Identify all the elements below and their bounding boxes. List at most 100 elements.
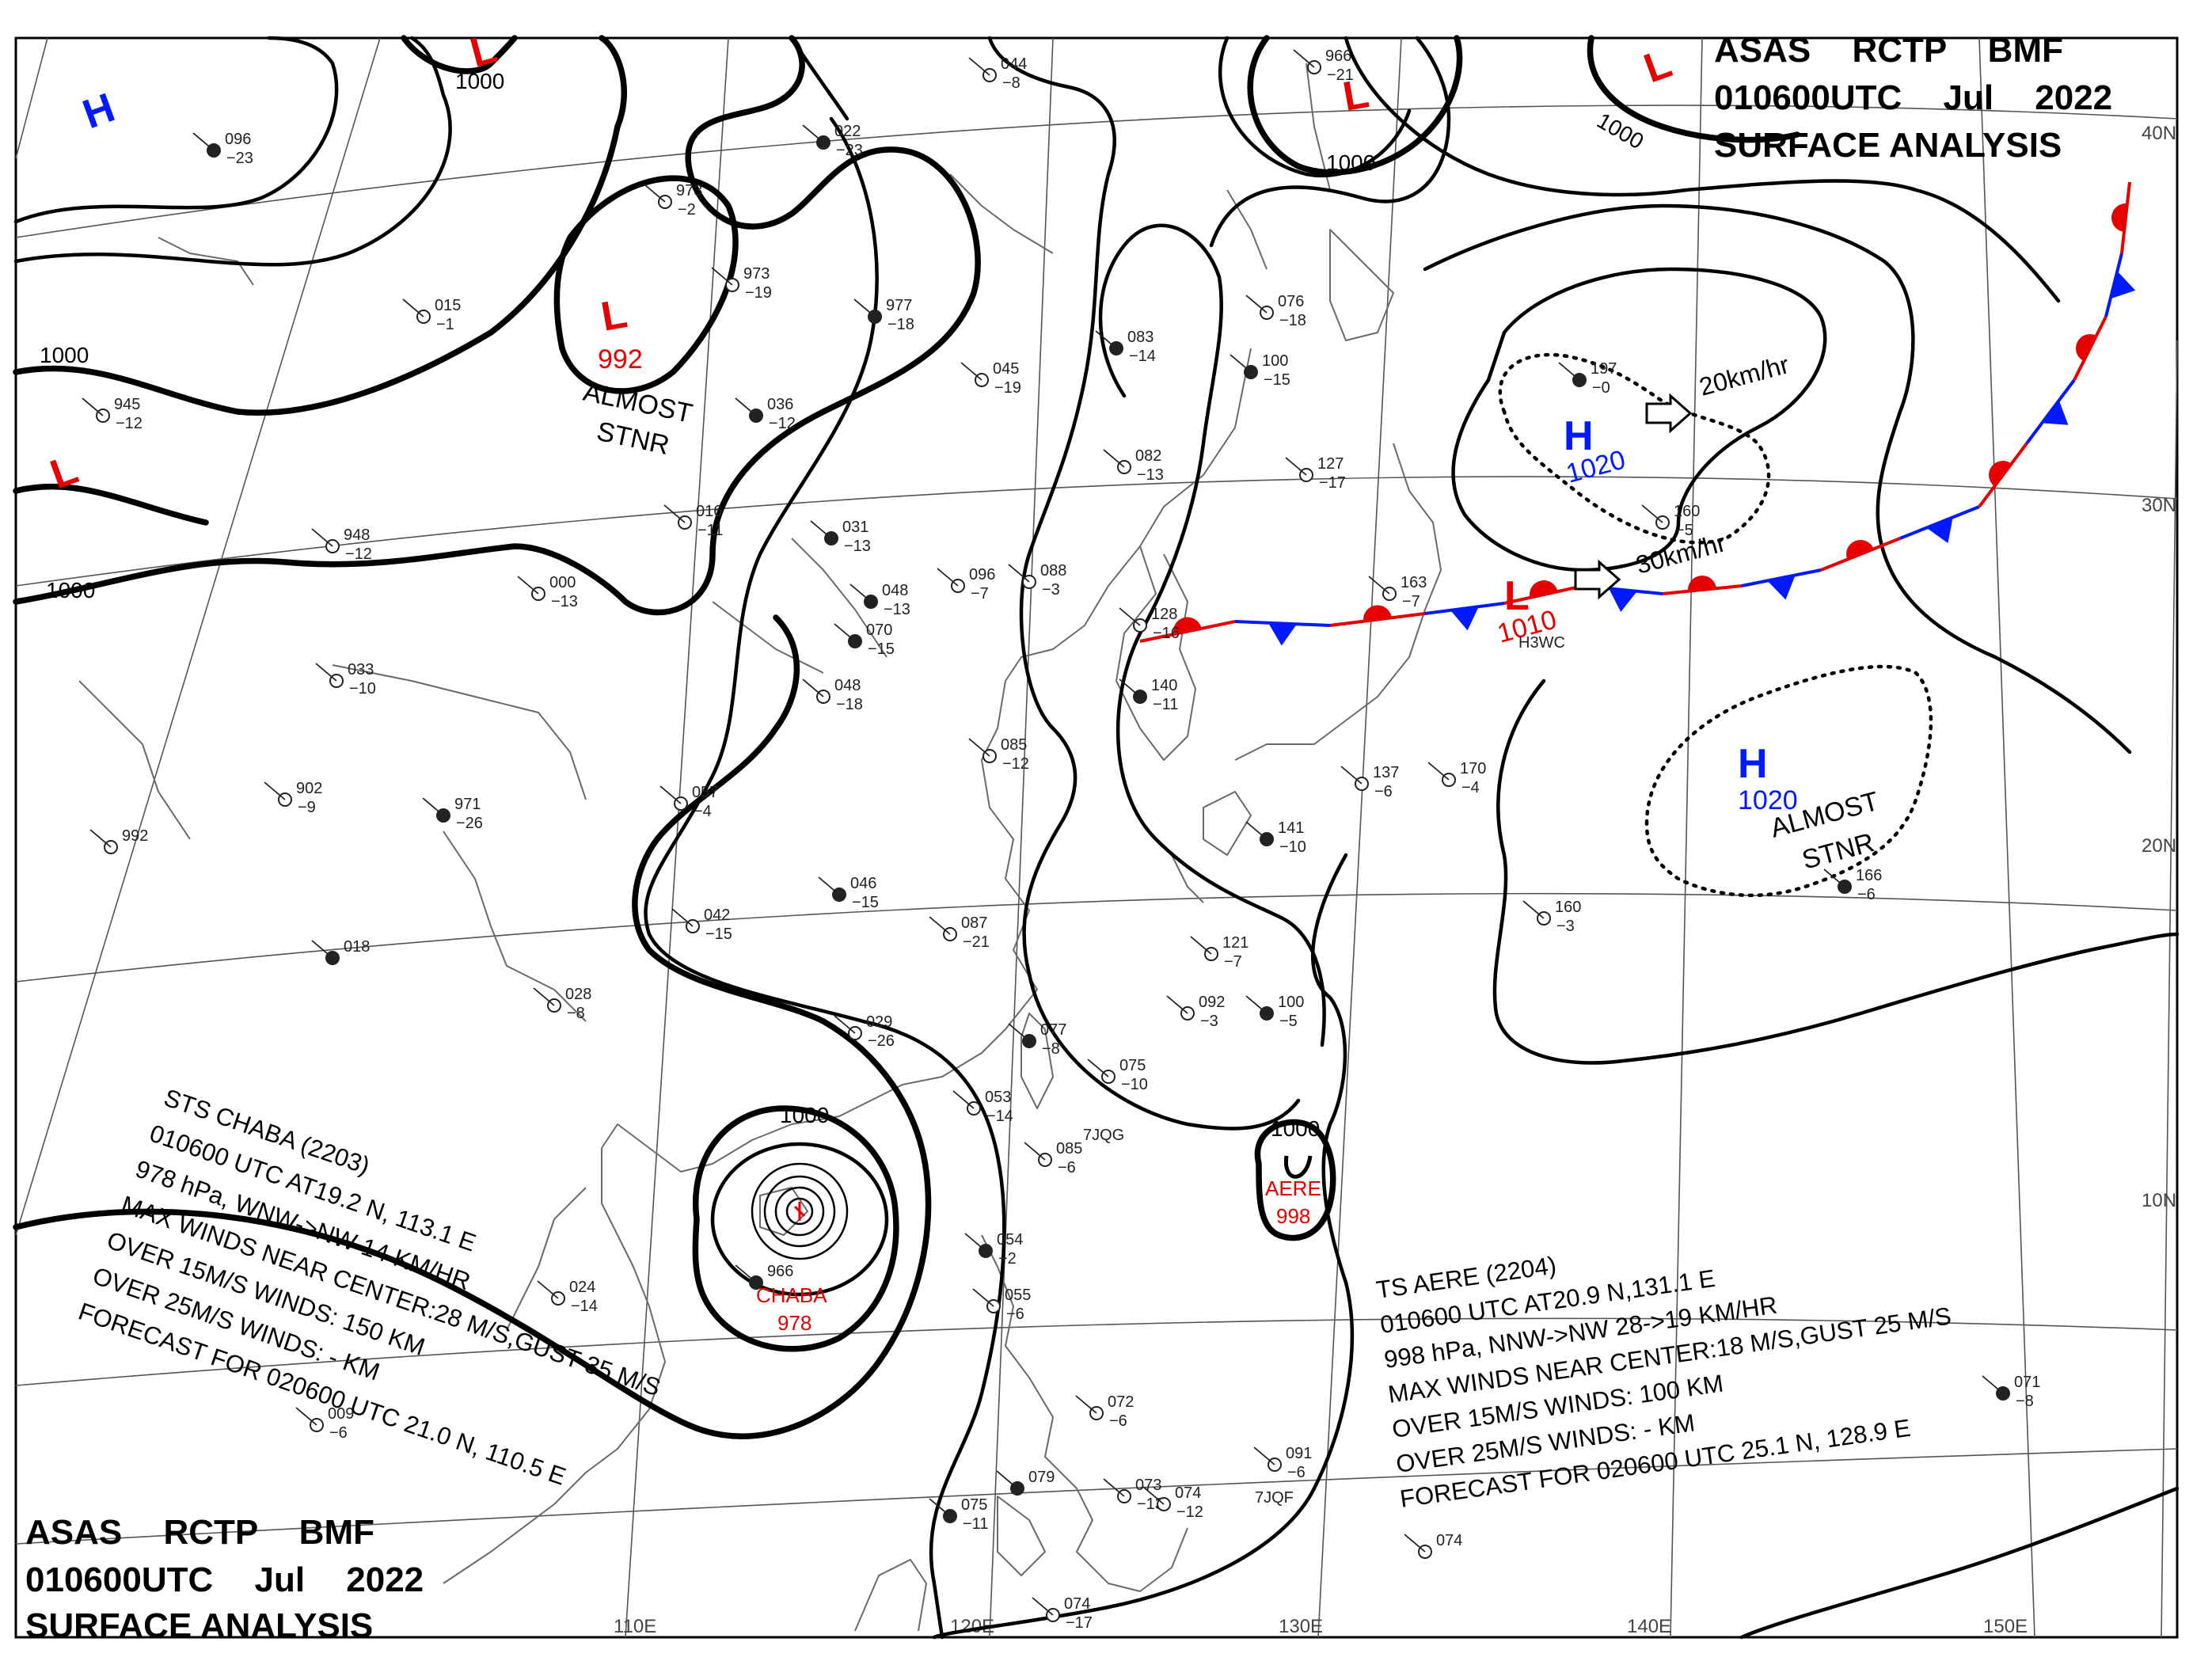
high-center-1020-s: H [1738,741,1768,787]
station-plot: 015−1 [402,297,461,333]
typhoon-aere-ring [1254,1119,1336,1241]
station-pressure: 033 [348,661,374,678]
station-plot: 948−12 [311,526,372,563]
isobar-label-1000-d: 1000 [1326,150,1375,175]
station-plot: 973−19 [711,265,772,302]
lat-label-10: 10N [2142,1190,2176,1211]
wind-barb [802,124,824,143]
station-tendency: −8 [2016,1393,2034,1410]
wind-barb [996,1470,1018,1489]
wind-barb [929,1498,951,1517]
station-tendency: −26 [456,815,483,832]
lon-label-140: 140E [1627,1616,1671,1637]
station-tendency: −8 [1042,1040,1060,1058]
station-pressure: 015 [435,297,461,314]
station-pressure: 170 [1460,760,1486,777]
wind-barb [960,362,982,381]
station-pressure: 163 [1401,574,1427,591]
station-tendency: −10 [1121,1076,1148,1093]
station-plot: 075−11 [929,1496,988,1533]
wind-barb [1823,869,1845,888]
station-pressure: 141 [1278,819,1304,837]
station-tendency: −17 [1066,1614,1093,1632]
station-plot: 091−6 [1253,1445,1312,1481]
station-code-h3wc: H3WC [1518,634,1565,652]
station-pressure: 018 [344,938,370,956]
station-plot: 074 [1404,1532,1462,1559]
station-code-7jqg: 7JQG [1083,1127,1124,1144]
wind-barb [818,876,840,895]
wind-barb [1245,295,1268,314]
station-tendency: −13 [884,601,910,618]
station-plot: 197−0 [1558,360,1617,397]
wind-barb [311,528,333,547]
wind-barb [1008,564,1030,583]
station-pressure: 029 [866,1013,892,1031]
wind-barb [89,829,112,848]
station-plot: 075−10 [1087,1057,1148,1093]
wind-barb [968,57,990,76]
station-plot: 016−11 [663,503,723,539]
station-pressure: 082 [1135,447,1161,465]
wind-barb [802,678,824,697]
station-pressure: 128 [1151,606,1177,623]
station-plot: 137−6 [1340,764,1399,800]
station-plot: 076−18 [1245,293,1306,329]
station-tendency: −10 [349,680,376,697]
warm-front-symbol [1363,605,1392,621]
station-tendency: −6 [1857,886,1876,903]
station-pressure: 096 [969,566,995,583]
station-pressure: 077 [1040,1021,1066,1039]
station-plot: 046−15 [818,875,879,911]
wind-barb [1103,449,1125,468]
station-plot: 160−3 [1522,899,1581,935]
aere-label: AERE [1265,1176,1321,1200]
station-tendency: −13 [1137,1496,1164,1513]
almost-stnr-1-line1: ALMOST [580,377,695,429]
station-plot: 088−3 [1008,562,1066,599]
station-pressure: 160 [1674,503,1700,520]
station-plot: 072−6 [1075,1393,1134,1430]
station-pressure: 053 [985,1089,1011,1106]
cold-front-symbol [1609,588,1637,612]
wind-barb [659,785,682,804]
station-tendency: −15 [1264,371,1290,389]
station-tendency: −1 [436,316,454,333]
station-tendency: −3 [1042,581,1060,599]
station-pressure: 966 [1325,48,1351,65]
wind-barb [735,1264,757,1283]
station-pressure: 083 [1127,329,1154,346]
cold-front-symbol [2042,400,2069,425]
wind-barb [1008,1023,1030,1042]
header-top-line3: SURFACE ANALYSIS [1714,126,2062,165]
station-plot: 055−6 [972,1287,1031,1323]
station-pressure: 966 [767,1263,793,1280]
station-plot: 053−14 [952,1089,1013,1125]
station-tendency: −6 [1006,1306,1024,1323]
station-tendency: −12 [1002,755,1029,773]
station-pressure: 071 [2014,1374,2040,1391]
warm-front-symbol [2075,333,2097,362]
wind-barb [810,520,832,539]
station-pressure: 088 [1040,562,1066,580]
wind-barb [1190,936,1212,955]
wind-barb [1253,1446,1275,1465]
station-tendency: −21 [1327,67,1354,84]
wind-barb [1641,504,1663,523]
station-tendency: −16 [1153,625,1180,642]
chaba-pres: 978 [777,1311,811,1335]
station-plot: 036−12 [735,396,796,432]
station-pressure: 160 [1555,899,1581,916]
station-plot: 127−17 [1285,455,1346,492]
station-plot: 100−5 [1245,994,1304,1030]
station-pressure: 044 [1001,55,1027,73]
station-pressure: 073 [1135,1477,1161,1494]
station-plot: 073−13 [1103,1477,1164,1513]
cold-front-symbol [1926,517,1953,543]
wind-barb [295,1407,317,1426]
station-tendency: −26 [868,1032,895,1050]
station-pressure: 074 [1064,1595,1090,1613]
wind-barb [1427,762,1450,781]
station-plot: 121−7 [1190,934,1249,971]
